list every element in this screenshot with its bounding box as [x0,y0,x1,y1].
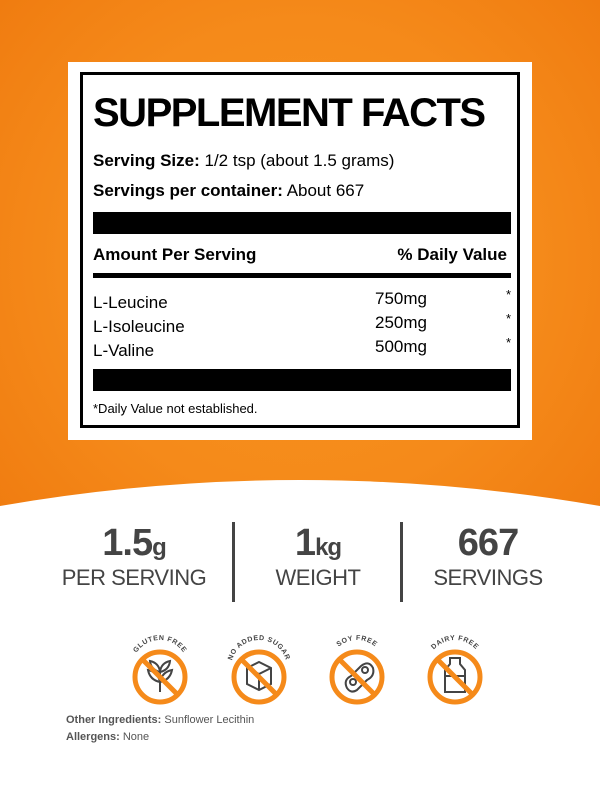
stat-servings: 667 SERVINGS [408,522,568,591]
nutrient-row: L-Isoleucine 250mg * [93,311,511,337]
wheat-icon: GLUTEN FREE [132,635,188,705]
badge-soy-free: SOY FREE [317,622,397,708]
servings-value: About 667 [286,181,365,200]
nutrient-dv: * [505,335,511,350]
divider-bar [93,369,511,391]
stat-label: PER SERVING [61,565,207,590]
badge-label: DAIRY FREE [430,635,480,651]
allergens-label: Allergens: [66,731,120,743]
stat-label: SERVINGS [433,565,543,590]
label-title: SUPPLEMENT FACTS [93,91,486,135]
nutrient-name: L-Valine [93,341,155,360]
nutrient-amount: 500mg [375,337,427,356]
stat-unit: g [152,534,167,561]
ingredients-value: Sunflower Lecithin [164,714,255,726]
nutrient-name: L-Leucine [93,293,168,312]
serving-size-label: Serving Size: [93,151,200,170]
stat-number: 1 [294,522,316,564]
supplement-facts-label: SUPPLEMENT FACTS Serving Size: 1/2 tsp (… [80,72,520,428]
badge-dairy-free: DAIRY FREE [415,622,495,708]
stat-number: 1.5 [102,522,153,564]
servings-label: Servings per container: [93,181,283,200]
stat-divider [400,522,403,602]
stat-value: 1kg [238,522,398,565]
milk-bottle-icon: DAIRY FREE [427,635,483,705]
col-amount-header: Amount Per Serving [93,245,257,264]
nutrient-row: L-Valine 500mg * [93,335,511,361]
badge-gluten-free: GLUTEN FREE [120,622,200,708]
serving-size-value: 1/2 tsp (about 1.5 grams) [204,151,395,170]
badge-label: SOY FREE [336,635,379,649]
other-ingredients: Other Ingredients: Sunflower Lecithin [66,714,254,726]
badge-label: NO ADDED SUGAR [227,635,291,661]
nutrient-amount: 250mg [375,313,427,332]
prohibition-slash [140,657,180,697]
soybean-icon: SOY FREE [329,635,385,705]
serving-size: Serving Size: 1/2 tsp (about 1.5 grams) [93,151,394,171]
prohibition-slash [435,657,475,697]
allergens-value: None [122,731,150,743]
col-dv-header: % Daily Value [397,245,507,264]
prohibition-slash [239,657,279,697]
badge-no-added-sugar: NO ADDED SUGAR [219,622,299,708]
divider-line [93,273,511,278]
servings-per-container: Servings per container: About 667 [93,181,364,201]
prohibition-circle [427,649,483,705]
prohibition-circle [132,649,188,705]
prohibition-slash [337,657,377,697]
divider-bar [93,212,511,234]
nutrient-amount: 750mg [375,289,427,308]
stat-weight: 1kg WEIGHT [238,522,398,591]
nutrient-row: L-Leucine 750mg * [93,287,511,313]
stat-divider [232,522,235,602]
ingredients-label: Other Ingredients: [66,714,162,726]
nutrient-list: L-Leucine 750mg * L-Isoleucine 250mg * L-Val… [93,287,511,361]
white-curve [0,480,600,526]
prohibition-circle [329,649,385,705]
stat-per-serving: 1.5g PER SERVING [54,522,214,591]
allergens: Allergens: None [66,731,149,743]
stat-unit: kg [315,534,342,561]
nutrient-name: L-Isoleucine [93,317,185,336]
footnote: *Daily Value not established. [93,401,258,416]
stat-number: 667 [457,522,519,564]
stat-value: 667 [408,522,568,565]
stat-label: WEIGHT [275,565,362,590]
nutrient-dv: * [505,287,511,302]
stat-value: 1.5g [54,522,214,565]
sugar-cube-icon: NO ADDED SUGAR [227,635,291,705]
nutrient-dv: * [505,311,511,326]
prohibition-circle [231,649,287,705]
